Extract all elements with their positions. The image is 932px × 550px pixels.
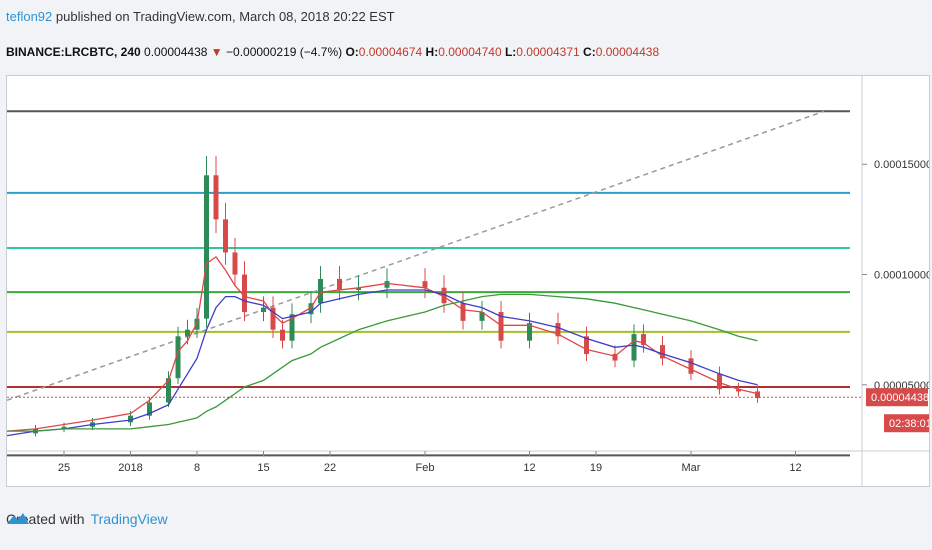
- close-value: 0.00004438: [595, 45, 660, 59]
- high-label: H:: [425, 45, 439, 59]
- candle-body: [356, 287, 361, 290]
- x-tick-label: 19: [590, 462, 602, 474]
- x-tick-label: 12: [523, 462, 535, 474]
- candle-body: [289, 314, 295, 341]
- low-value: 0.00004371: [516, 45, 580, 59]
- symbol-label: BINANCE:LRCBTC, 240: [6, 45, 141, 59]
- y-tick-label: 0.00010000: [874, 270, 929, 282]
- last-value: 0.00004438: [144, 45, 208, 59]
- tradingview-brand[interactable]: TradingView: [90, 511, 168, 527]
- candle-body: [128, 415, 133, 423]
- candle-body: [61, 426, 67, 429]
- candle-body: [441, 287, 447, 304]
- ohlc-legend: BINANCE:LRCBTC, 240 0.00004438 ▼ −0.0000…: [6, 45, 659, 59]
- candle-body: [166, 378, 171, 403]
- published-text: published on TradingView.com, March 08, …: [55, 9, 395, 24]
- candle-body: [384, 281, 390, 288]
- publish-header: teflon92 published on TradingView.com, M…: [6, 9, 395, 24]
- candle-body: [736, 389, 741, 392]
- trend-line: [7, 110, 825, 401]
- candle-body: [641, 334, 646, 346]
- open-label: O:: [345, 45, 359, 59]
- candle-body: [318, 278, 323, 304]
- candle-body: [242, 274, 247, 313]
- x-tick-label: 25: [58, 462, 70, 474]
- x-tick-label: 22: [324, 462, 336, 474]
- low-label: L:: [504, 45, 517, 59]
- candle-body: [717, 373, 722, 390]
- candle-body: [147, 402, 152, 416]
- open-value: 0.00004674: [358, 45, 423, 59]
- candle-body: [755, 391, 760, 399]
- candle-body: [631, 334, 637, 361]
- candle-body: [460, 303, 466, 321]
- y-tick-label: 0.00015000: [874, 159, 929, 171]
- candle-body: [479, 312, 485, 321]
- candle-body: [498, 312, 504, 341]
- footer: Created with TradingView: [6, 511, 168, 527]
- x-tick-label: 15: [257, 462, 269, 474]
- candle-body: [660, 345, 665, 359]
- x-tick-label: 8: [194, 462, 200, 474]
- candle-body: [584, 336, 589, 354]
- candle-body: [185, 329, 190, 337]
- candle-body: [232, 252, 238, 275]
- last-price-tag: [866, 388, 928, 407]
- candle-body: [422, 281, 428, 288]
- x-tick-label: 2018: [118, 462, 142, 474]
- candle-body: [555, 323, 561, 337]
- candle-body: [688, 358, 694, 374]
- moving-average-line-1: [7, 289, 758, 437]
- candle-body: [204, 175, 209, 319]
- high-value: 0.00004740: [438, 45, 502, 59]
- x-tick-label: Feb: [416, 462, 435, 474]
- candle-body: [337, 278, 342, 290]
- last-price-tag-label: 0.00004438: [871, 392, 929, 404]
- candle-body: [308, 303, 314, 315]
- candle-body: [175, 336, 181, 379]
- x-tick-label: 12: [789, 462, 801, 474]
- moving-average-line-0: [7, 256, 758, 432]
- change-value: −0.00000219 (−4.7%): [226, 45, 343, 59]
- candle-body: [213, 175, 219, 220]
- author-link[interactable]: teflon92: [6, 9, 53, 24]
- candle-body: [280, 329, 285, 341]
- candle-body: [270, 307, 276, 330]
- chart-area[interactable]: 0.00015000 0.00010000 0.00005000 0.00004438…: [6, 75, 930, 487]
- candle-body: [223, 219, 228, 253]
- candle-body: [527, 323, 532, 341]
- tradingview-logo-icon: [7, 513, 29, 524]
- down-arrow-icon: ▼: [210, 45, 223, 59]
- candle-body: [261, 307, 266, 313]
- candle-body: [612, 353, 618, 361]
- countdown-label: 02:38:01: [889, 418, 929, 430]
- close-label: C:: [583, 45, 596, 59]
- x-tick-label: Mar: [682, 462, 701, 474]
- countdown-tag: [884, 414, 929, 433]
- price-chart[interactable]: 0.000150000.000100000.000050000.00004438…: [7, 76, 929, 486]
- moving-average-line-2: [7, 293, 758, 432]
